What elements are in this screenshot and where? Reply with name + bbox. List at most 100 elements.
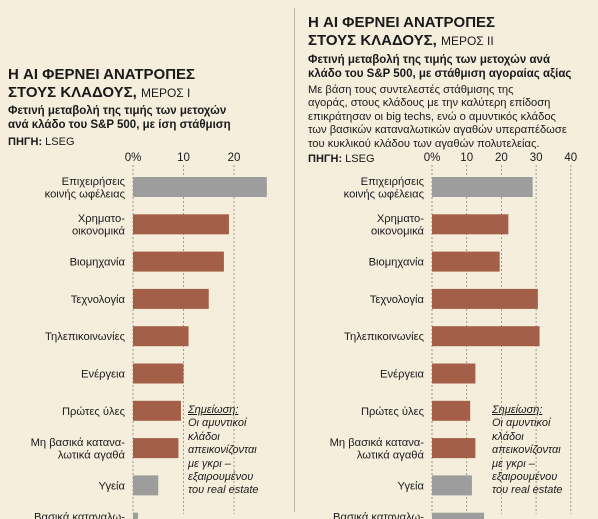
bar: [133, 475, 159, 496]
note-line: του real estate: [492, 484, 563, 497]
subtitle-line-1: Φετινή μεταβολή της τιμής των μετοχών: [8, 105, 227, 117]
category-label-line: Χρηματο-: [78, 213, 125, 225]
note-line: με γκρι –: [188, 457, 231, 470]
bar: [432, 512, 485, 519]
subtitle-line-2: κλάδο του S&P 500, με στάθμιση αγοραίας …: [308, 68, 572, 80]
category-label-line: Μη βασικά κατανα-: [31, 437, 126, 449]
description-line: των βασικών καταναλωτικών αγαθών υπεραπέ…: [308, 124, 567, 137]
category-label-line: Υγεία: [398, 480, 425, 492]
category-label-line: κοινής ωφέλειας: [45, 188, 126, 200]
source-label: ΠΗΓΗ:: [8, 136, 43, 148]
category-label: Πρώτες ύλες: [361, 406, 425, 418]
chart-title: Η AI ΦΕΡΝΕΙ ΑΝΑΤΡΟΠΕΣ ΣΤΟΥΣ ΚΛΑΔΟΥΣ, ΜΕΡ…: [8, 66, 195, 102]
x-tick-label: 40: [564, 152, 577, 164]
bar: [133, 438, 179, 459]
x-tick-label: 0%: [424, 152, 441, 164]
category-label-line: Υγεία: [99, 480, 126, 492]
category-label: Τηλεπικοινωνίες: [344, 331, 425, 343]
category-label-line: Τηλεπικοινωνίες: [344, 331, 425, 343]
chart-title: Η AI ΦΕΡΝΕΙ ΑΝΑΤΡΟΠΕΣ ΣΤΟΥΣ ΚΛΑΔΟΥΣ, ΜΕΡ…: [308, 14, 495, 50]
category-label-line: Μη βασικά κατανα-: [330, 437, 425, 449]
category-label-line: Βιομηχανία: [70, 257, 126, 269]
source-line: ΠΗΓΗ: LSEG: [308, 153, 375, 166]
title-line-1: Η AI ΦΕΡΝΕΙ ΑΝΑΤΡΟΠΕΣ: [8, 66, 196, 83]
chart-panel-1: Η AI ΦΕΡΝΕΙ ΑΝΑΤΡΟΠΕΣ ΣΤΟΥΣ ΚΛΑΔΟΥΣ, ΜΕΡ…: [0, 0, 290, 519]
category-label-line: Βιομηχανία: [369, 257, 425, 269]
bar: [133, 177, 267, 197]
category-label-line: οικονομικά: [72, 226, 126, 238]
subtitle-line-1: Φετινή μεταβολή της τιμής των μετοχών αν…: [308, 54, 551, 66]
category-label: Πρώτες ύλες: [62, 406, 126, 418]
description-line: του κυκλικού κλάδου των αγαθών πολυτελεί…: [308, 137, 540, 150]
source-line: ΠΗΓΗ: LSEG: [8, 136, 75, 149]
bar-chart-1: 0% 10 20 Επιχειρήσεις κοινής ωφέλειας Χρηματο…: [31, 152, 267, 519]
category-label: Επιχειρήσεις κοινής ωφέλειας: [45, 176, 126, 201]
note-line: με γκρι –: [492, 457, 535, 470]
category-label-line: Πρώτες ύλες: [361, 406, 425, 418]
bar: [432, 214, 509, 235]
chart-note: Σημείωση: Οι αμυντικοί κλάδοι απεικονίζο…: [492, 404, 592, 498]
category-label: Ενέργεια: [380, 369, 424, 381]
bar: [133, 214, 229, 235]
source-label: ΠΗΓΗ:: [308, 153, 343, 165]
bar: [133, 326, 189, 347]
category-label-line: κοινής ωφέλειας: [344, 188, 425, 200]
chart-subtitle: Φετινή μεταβολή της τιμής των μετοχών αν…: [308, 53, 571, 81]
bar: [133, 512, 139, 519]
bar: [133, 400, 181, 421]
bar: [432, 363, 476, 384]
title-part: ΜΕΡΟΣ ΙΙ: [440, 34, 494, 48]
note-line: Οι αμυντικοί: [492, 417, 551, 430]
bar: [432, 475, 472, 496]
chart-note: Σημείωση: Οι αμυντικοί κλάδοι απεικονίζο…: [188, 404, 288, 498]
category-label-line: Βασικά καταναλω-: [333, 511, 424, 519]
note-line: Οι αμυντικοί: [188, 417, 247, 430]
category-label-line: Ενέργεια: [81, 369, 125, 381]
category-label: Βιομηχανία: [70, 257, 126, 269]
bar: [432, 326, 540, 347]
category-label-line: Επιχειρήσεις: [62, 176, 126, 188]
category-label: Μη βασικά κατανα-λωτικά αγαθά: [330, 437, 425, 462]
category-label-line: Τηλεπικοινωνίες: [45, 331, 126, 343]
note-line: απεικονίζονται: [188, 444, 257, 457]
source-value: LSEG: [345, 153, 375, 165]
description-line: αγοράς, στους κλάδους με την καλύτερη επ…: [308, 97, 551, 110]
category-label: Ενέργεια: [81, 369, 125, 381]
chart-subtitle: Φετινή μεταβολή της τιμής των μετοχών αν…: [8, 104, 231, 132]
title-line-1: Η AI ΦΕΡΝΕΙ ΑΝΑΤΡΟΠΕΣ: [308, 14, 496, 31]
bar-chart-2: 0% 10 20 30 40 Επιχειρήσεις κοινής ωφέλειας Χρη…: [330, 152, 577, 519]
x-tick-label: 10: [460, 152, 473, 164]
note-line: κλάδοι: [188, 430, 220, 443]
x-tick-label: 20: [228, 152, 241, 164]
category-label-line: Τεχνολογία: [370, 294, 425, 306]
category-label: Υγεία: [99, 480, 126, 492]
category-label: Μη βασικά κατανα-λωτικά αγαθά: [31, 437, 126, 462]
note-line: εξαιρουμένου: [188, 471, 254, 484]
category-label-line: Χρηματο-: [377, 213, 424, 225]
chart-panel-2: Η AI ΦΕΡΝΕΙ ΑΝΑΤΡΟΠΕΣ ΣΤΟΥΣ ΚΛΑΔΟΥΣ, ΜΕΡ…: [300, 0, 598, 519]
bar: [133, 251, 224, 272]
category-label: Χρηματο-οικονομικά: [371, 213, 425, 238]
note-title: Σημείωση:: [188, 404, 239, 416]
x-tick-label: 10: [177, 152, 190, 164]
description-line: Με βάση τους συντελεστές στάθμισης της: [308, 84, 514, 96]
category-label: Τεχνολογία: [71, 294, 126, 306]
bar: [432, 177, 533, 197]
bar: [432, 251, 500, 272]
category-label-line: Τεχνολογία: [71, 294, 126, 306]
category-label-line: Βασικά καταναλω-: [34, 511, 125, 519]
category-label-line: Επιχειρήσεις: [361, 176, 425, 188]
title-line-2: ΣΤΟΥΣ ΚΛΑΔΟΥΣ,: [308, 32, 437, 49]
bar: [432, 438, 476, 459]
category-label: Βιομηχανία: [369, 257, 425, 269]
title-line-2: ΣΤΟΥΣ ΚΛΑΔΟΥΣ,: [8, 84, 137, 101]
bar: [432, 400, 471, 421]
note-title: Σημείωση:: [492, 404, 543, 416]
category-label-line: Πρώτες ύλες: [62, 406, 126, 418]
category-label: Βασικά καταναλω-τικά αγαθά: [333, 511, 424, 519]
note-line: απεικονίζονται: [492, 444, 561, 457]
note-line: του real estate: [188, 484, 259, 497]
category-label-line: Ενέργεια: [380, 369, 424, 381]
bar: [432, 288, 538, 309]
category-label-line: λωτικά αγαθά: [58, 449, 126, 461]
